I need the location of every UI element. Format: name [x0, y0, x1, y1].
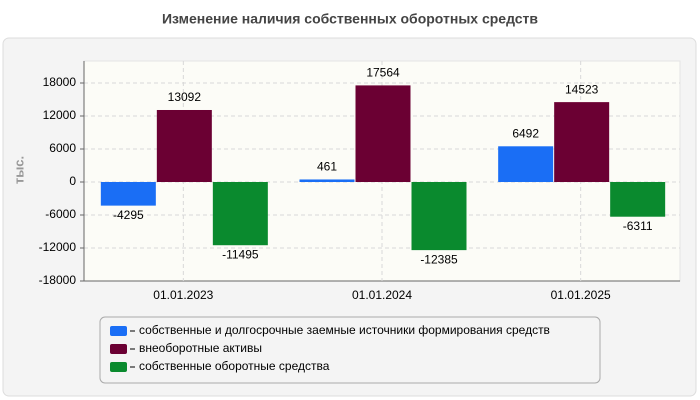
legend-label: собственные и долгосрочные заемные источ… — [139, 323, 550, 337]
data-label: 17564 — [366, 66, 400, 80]
data-label: 6492 — [512, 126, 539, 140]
y-tick-label: 6000 — [49, 141, 76, 155]
y-tick-label: -12000 — [39, 240, 77, 254]
bar — [100, 182, 156, 206]
x-tick-label: 01.01.2024 — [352, 288, 412, 302]
legend — [99, 316, 601, 384]
legend-swatch — [110, 344, 127, 354]
bar — [411, 182, 467, 251]
data-label: 13092 — [168, 90, 202, 104]
data-label: -4295 — [113, 208, 144, 222]
bar — [610, 182, 666, 217]
data-label: 461 — [317, 160, 337, 174]
x-tick-label: 01.01.2025 — [551, 288, 611, 302]
y-axis-label: тыс. — [11, 156, 26, 184]
bar — [156, 109, 212, 182]
y-tick-label: 18000 — [43, 75, 77, 89]
bar — [554, 102, 610, 182]
x-tick-label: 01.01.2023 — [153, 288, 213, 302]
y-tick-label: 0 — [69, 174, 76, 188]
legend-swatch — [110, 362, 127, 372]
data-label: -6311 — [623, 219, 653, 233]
chart-title: Изменение наличия собственных оборотных … — [162, 11, 538, 27]
bar — [498, 146, 554, 182]
data-label: 14523 — [565, 82, 599, 96]
bar — [212, 182, 268, 246]
legend-label: внеоборотные активы — [139, 341, 262, 355]
bar — [299, 179, 355, 182]
legend-label: собственные оборотные средства — [139, 359, 330, 373]
data-label: -11495 — [222, 247, 259, 261]
legend-swatch — [110, 326, 127, 336]
y-tick-label: 12000 — [43, 108, 77, 122]
y-tick-label: -18000 — [39, 273, 77, 287]
y-tick-label: -6000 — [45, 207, 76, 221]
bar — [355, 85, 411, 182]
data-label: -12385 — [420, 252, 458, 266]
